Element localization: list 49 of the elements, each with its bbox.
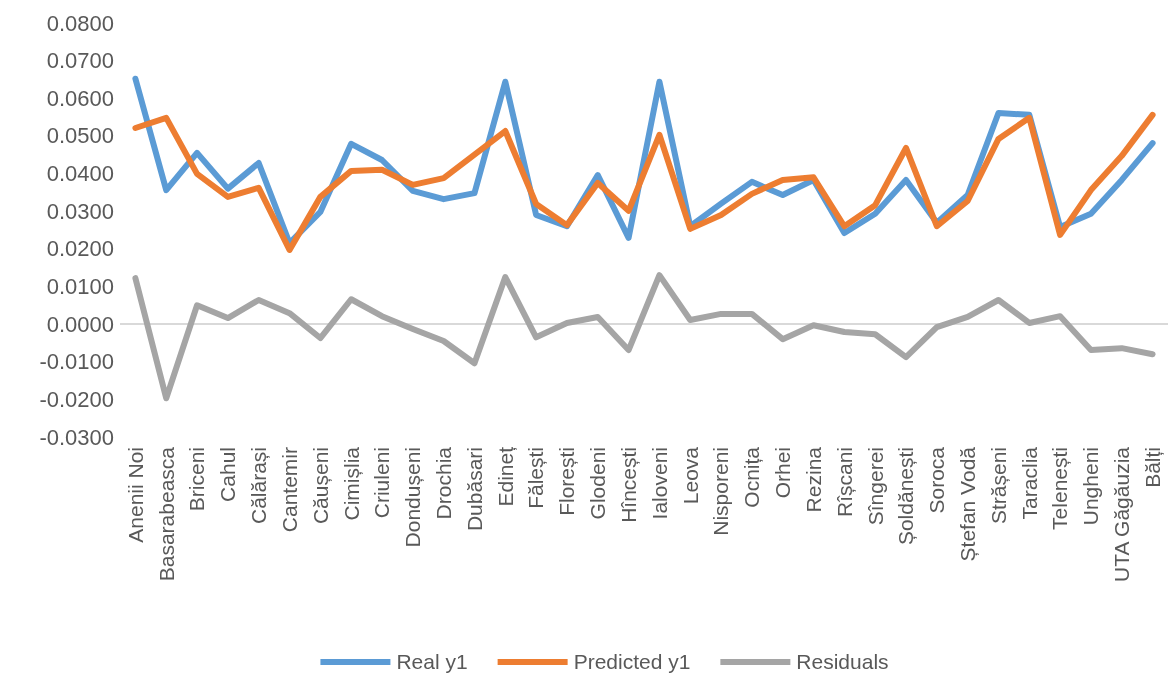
- x-tick-label: Drochia: [432, 446, 455, 520]
- x-tick-label: Strășeni: [986, 447, 1010, 525]
- x-tick-label: Criuleni: [370, 447, 394, 519]
- x-tick-label: Telenești: [1048, 447, 1072, 530]
- y-tick-label: 0.0700: [46, 48, 114, 74]
- y-tick-label: -0.0200: [39, 386, 114, 412]
- y-tick-label: 0.0300: [46, 198, 114, 224]
- x-tick-label: Orhei: [771, 447, 795, 499]
- x-tick-label: Hîncești: [616, 447, 640, 523]
- x-tick-label: Briceni: [185, 447, 209, 512]
- y-tick-label: 0.0100: [46, 273, 114, 299]
- x-tick-label: Ocnița: [740, 446, 764, 508]
- x-tick-label: Bălți: [1140, 447, 1164, 488]
- y-tick-label: 0.0000: [46, 311, 114, 337]
- x-tick-label: Soroca: [925, 446, 949, 514]
- x-tick-label: UTA Găgăuzia: [1110, 446, 1134, 583]
- x-tick-label: Dondușeni: [401, 447, 425, 548]
- y-tick-label: 0.0400: [46, 161, 114, 187]
- x-tick-label: Căușeni: [308, 447, 332, 525]
- x-tick-label: Cantemir: [277, 447, 301, 533]
- x-tick-label: Glodeni: [586, 447, 610, 520]
- x-tick-label: Sîngerei: [863, 447, 887, 526]
- x-tick-label: Călărași: [247, 447, 271, 525]
- x-tick-label: Anenii Noi: [123, 447, 147, 543]
- y-tick-label: -0.0300: [39, 424, 114, 450]
- x-tick-label: Rîșcani: [832, 447, 856, 518]
- x-tick-label: Fălești: [524, 447, 548, 509]
- x-tick-label: Taraclia: [1017, 446, 1041, 520]
- x-tick-label: Dubăsari: [462, 447, 486, 532]
- y-tick-label: 0.0500: [46, 123, 114, 149]
- y-tick-label: -0.0100: [39, 349, 114, 375]
- y-tick-label: 0.0200: [46, 236, 114, 262]
- x-tick-label: Nisporeni: [709, 447, 733, 536]
- y-tick-label: 0.0600: [46, 85, 114, 111]
- x-tick-label: Cimișlia: [339, 446, 363, 521]
- x-tick-label: Rezina: [801, 446, 825, 513]
- x-tick-label: Leova: [678, 446, 702, 505]
- x-tick-label: Basarabeasca: [154, 446, 178, 582]
- x-tick-label: Cahul: [216, 447, 240, 502]
- x-tick-label: Ungheni: [1079, 447, 1103, 526]
- x-tick-label: Edineț: [493, 446, 517, 507]
- legend-label: Predicted y1: [573, 650, 691, 674]
- y-tick-label: 0.0800: [46, 10, 114, 36]
- x-tick-label: Ștefan Vodă: [956, 446, 979, 562]
- x-tick-label: Șoldănești: [894, 447, 918, 546]
- x-tick-label: Ialoveni: [647, 447, 671, 520]
- legend-label: Residuals: [796, 650, 889, 674]
- legend-label: Real y1: [396, 650, 468, 674]
- x-tick-label: Florești: [555, 447, 579, 516]
